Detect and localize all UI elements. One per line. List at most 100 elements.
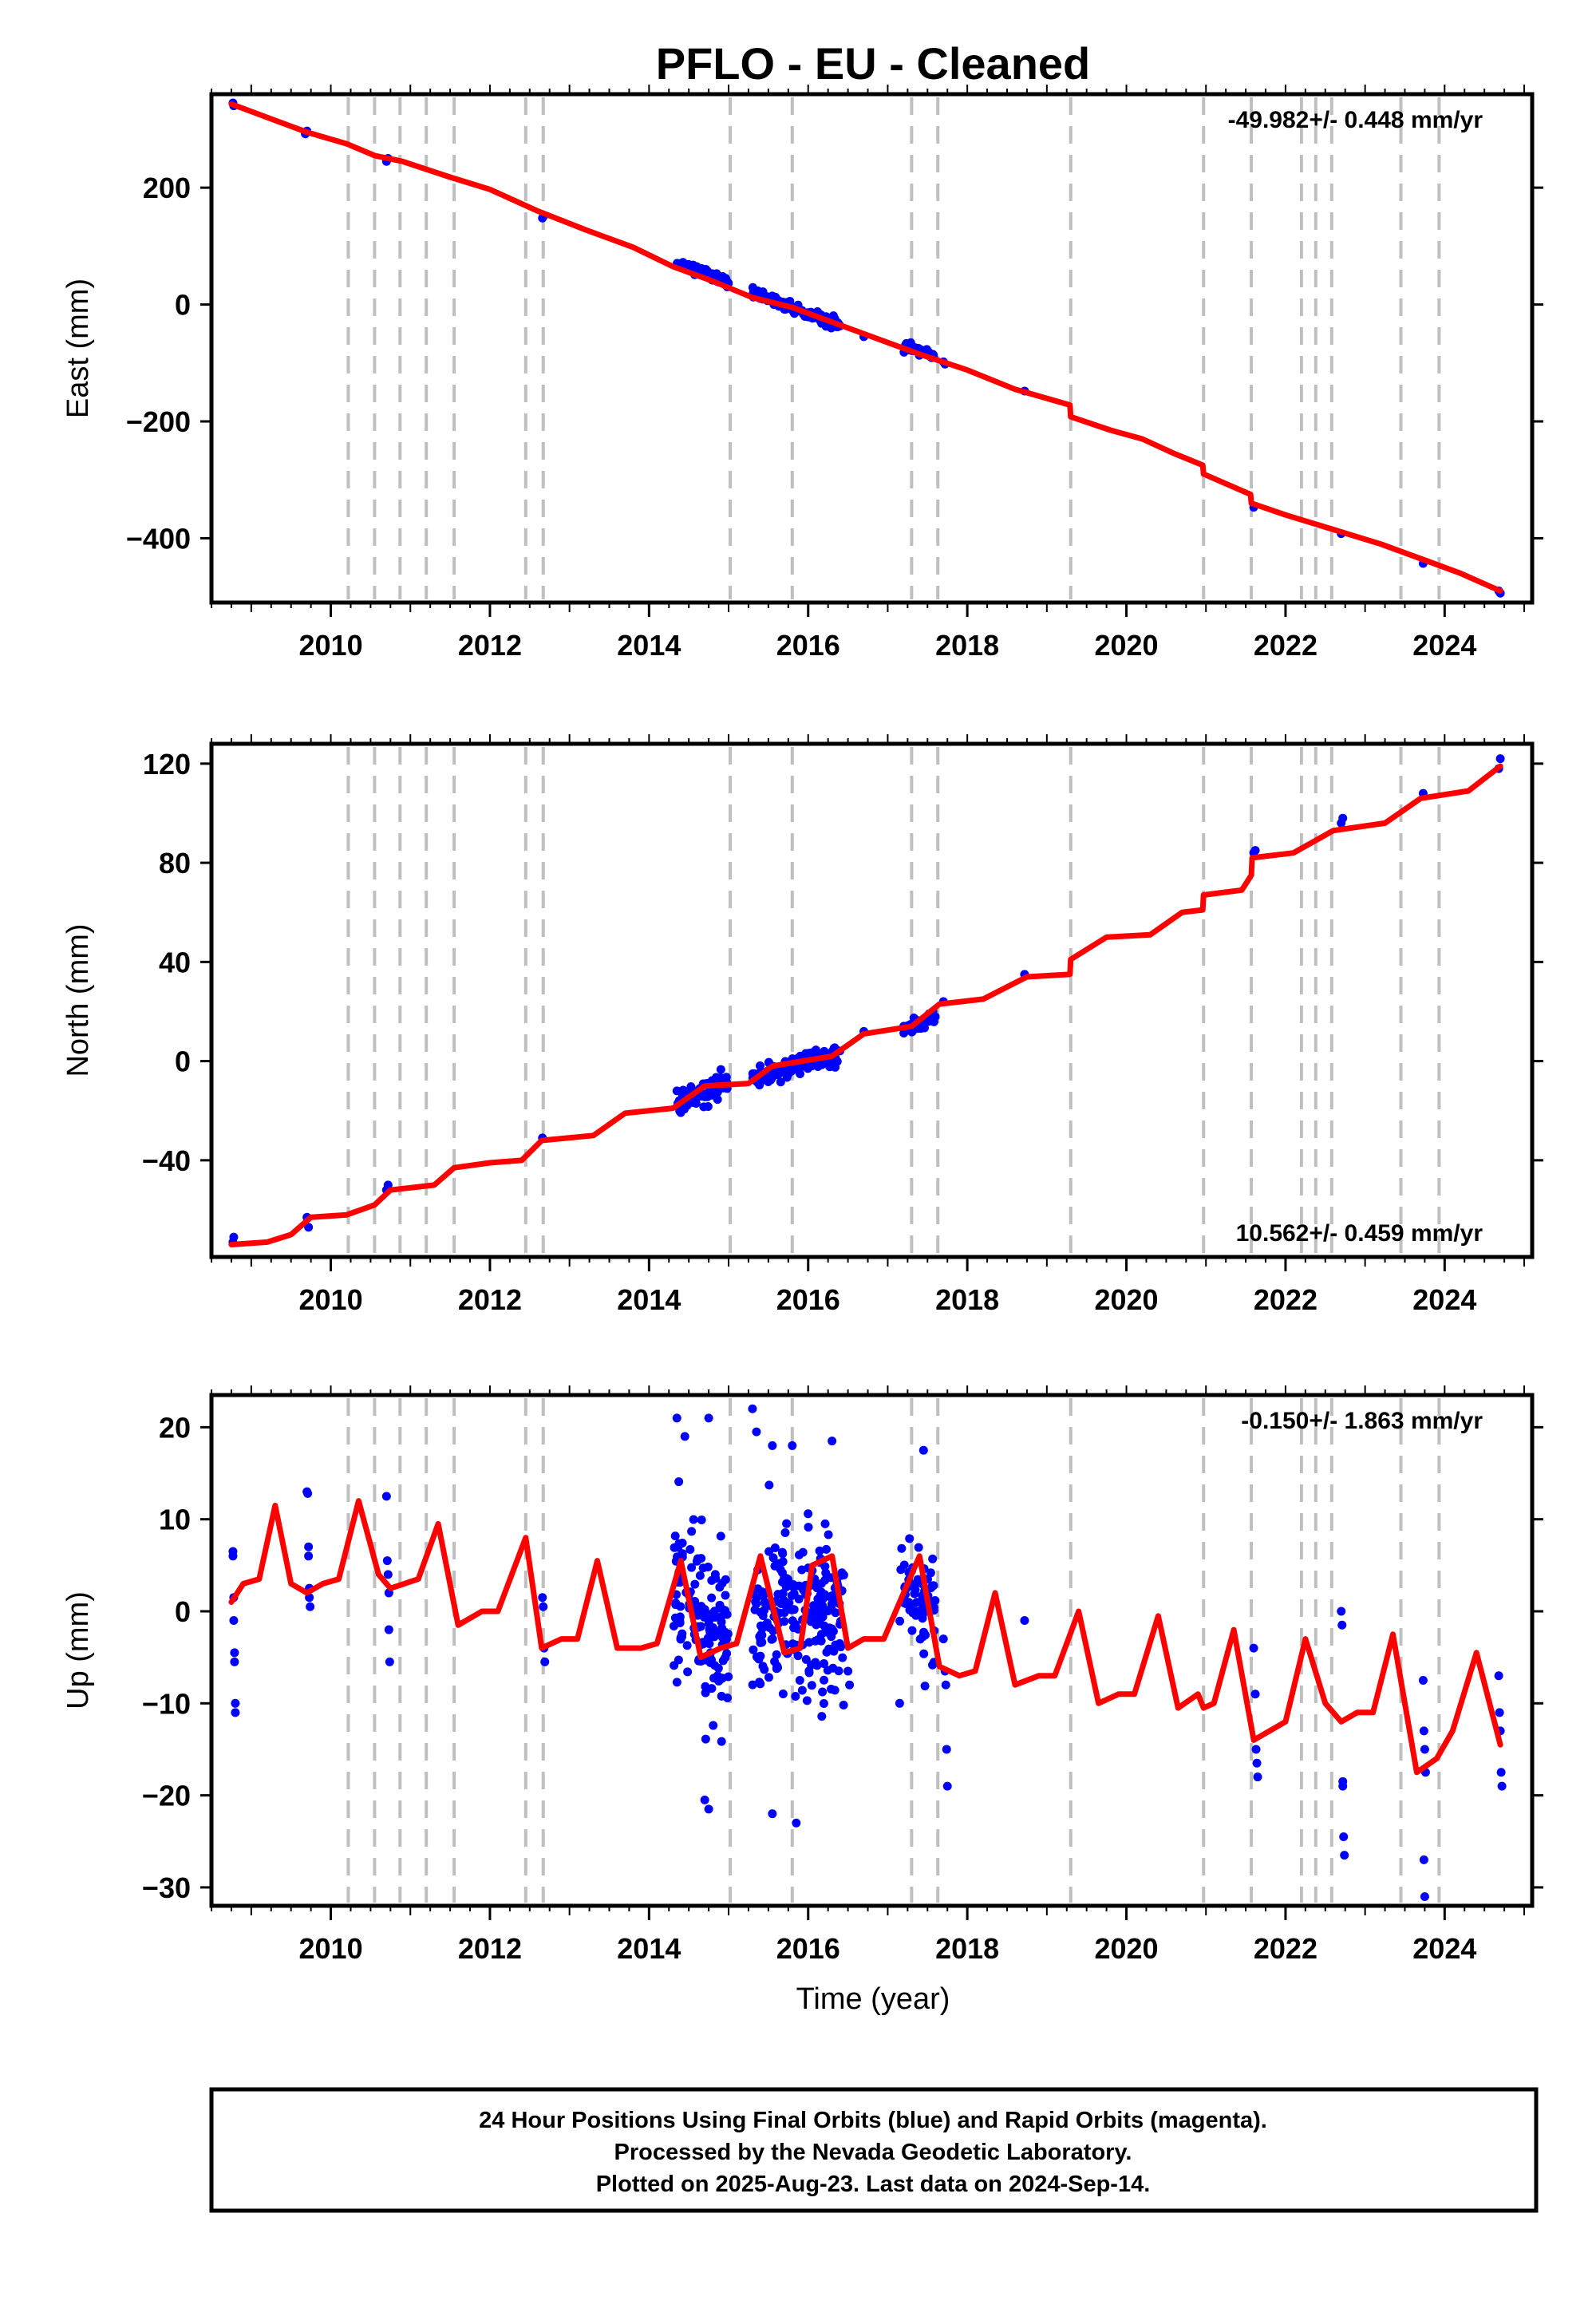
data-point — [1252, 1758, 1262, 1768]
data-point — [1495, 754, 1505, 764]
data-point — [752, 1599, 761, 1609]
data-point — [812, 1580, 822, 1590]
data-point — [705, 1658, 715, 1668]
data-point — [756, 1061, 765, 1071]
y-tick-label: −10 — [142, 1687, 191, 1720]
data-point — [904, 1598, 914, 1607]
y-axis-title: Up (mm) — [61, 1591, 95, 1709]
x-tick-label: 2020 — [1094, 1283, 1158, 1316]
data-point — [792, 1818, 801, 1828]
data-point — [919, 1649, 929, 1658]
x-tick-label: 2016 — [776, 1932, 840, 1965]
data-point — [927, 1582, 937, 1591]
data-point — [815, 1603, 824, 1612]
data-point — [700, 1605, 709, 1614]
data-point — [1338, 813, 1348, 823]
data-point — [717, 1579, 727, 1588]
x-tick-label: 2010 — [299, 1283, 363, 1316]
data-point — [845, 1680, 855, 1690]
data-point — [229, 1232, 239, 1242]
y-tick-label: −20 — [142, 1780, 191, 1812]
data-point — [942, 1781, 952, 1791]
data-point — [812, 1613, 822, 1622]
data-point — [768, 1441, 777, 1450]
data-point — [749, 1645, 758, 1654]
data-point — [1250, 846, 1260, 856]
data-point — [780, 1577, 789, 1587]
footer-line-1: 24 Hour Positions Using Final Orbits (bl… — [479, 2108, 1267, 2133]
data-point — [918, 1599, 927, 1608]
data-point — [683, 1667, 693, 1677]
data-point — [539, 1602, 548, 1611]
data-point — [704, 1413, 713, 1423]
data-point — [1497, 1781, 1507, 1791]
data-point — [918, 1445, 928, 1455]
footer-line-3: Plotted on 2025-Aug-23. Last data on 202… — [596, 2172, 1151, 2197]
data-point — [797, 1686, 807, 1695]
model-fit-line — [228, 763, 1503, 1247]
data-point — [770, 1543, 780, 1552]
data-point — [942, 1745, 951, 1754]
data-point — [682, 1641, 692, 1650]
x-tick-label: 2010 — [299, 1932, 363, 1965]
data-point — [783, 1069, 792, 1078]
x-axis-title: Time (year) — [796, 1982, 950, 2016]
data-point — [930, 1596, 939, 1606]
data-point — [1494, 1671, 1503, 1681]
data-point — [907, 1626, 917, 1635]
data-point — [911, 1611, 921, 1620]
data-point — [687, 1527, 697, 1536]
data-point — [697, 1554, 706, 1563]
data-point — [748, 1404, 757, 1413]
y-tick-label: −200 — [126, 405, 191, 438]
data-point — [777, 1547, 787, 1557]
data-point — [831, 1608, 840, 1618]
data-point — [820, 1562, 830, 1571]
data-point — [793, 1651, 803, 1661]
data-point — [540, 1657, 550, 1666]
data-point — [718, 1656, 728, 1666]
data-point — [831, 1062, 840, 1072]
y-tick-label: 0 — [175, 1595, 191, 1628]
data-point — [788, 1580, 798, 1590]
data-point — [675, 1618, 685, 1627]
footer-frame — [209, 2087, 1539, 2213]
data-point — [837, 1568, 847, 1578]
data-point — [723, 1693, 733, 1702]
data-point — [757, 1630, 767, 1640]
data-point — [748, 1680, 757, 1690]
data-point — [716, 1065, 725, 1074]
footer-line-2: Processed by the Nevada Geodetic Laborat… — [614, 2140, 1132, 2165]
data-point — [685, 1544, 695, 1554]
data-point — [772, 1650, 781, 1659]
data-point — [381, 1492, 391, 1501]
x-tick-label: 2016 — [776, 1283, 840, 1316]
data-point — [672, 1678, 681, 1687]
panel-frame — [209, 1393, 1535, 1908]
data-point — [303, 1488, 313, 1498]
data-point — [798, 1547, 808, 1557]
data-point — [804, 1523, 813, 1532]
rate-label: 10.562+/- 0.459 mm/yr — [1236, 1220, 1483, 1247]
data-point — [752, 1427, 761, 1437]
data-point — [821, 1544, 831, 1554]
data-point — [231, 1708, 240, 1717]
east-panel: 200 0 −200 −400 2010 2012 2014 2016 2018 2020 2022… — [61, 85, 1543, 662]
model-fit-line — [228, 1498, 1503, 1776]
data-point — [774, 1066, 784, 1076]
data-point — [768, 1634, 777, 1643]
data-point — [715, 1600, 725, 1610]
data-point — [812, 1620, 821, 1630]
data-point — [1419, 1726, 1428, 1736]
data-point — [672, 1086, 681, 1096]
data-point — [776, 1077, 785, 1087]
data-point — [701, 1688, 710, 1697]
x-tick-label: 2024 — [1412, 1283, 1476, 1316]
data-point — [717, 1737, 726, 1746]
x-tick-label: 2020 — [1094, 629, 1158, 662]
data-point — [304, 1223, 314, 1232]
data-point — [922, 345, 931, 354]
rate-label: -49.982+/- 0.448 mm/yr — [1228, 107, 1483, 133]
data-point — [710, 1612, 720, 1622]
